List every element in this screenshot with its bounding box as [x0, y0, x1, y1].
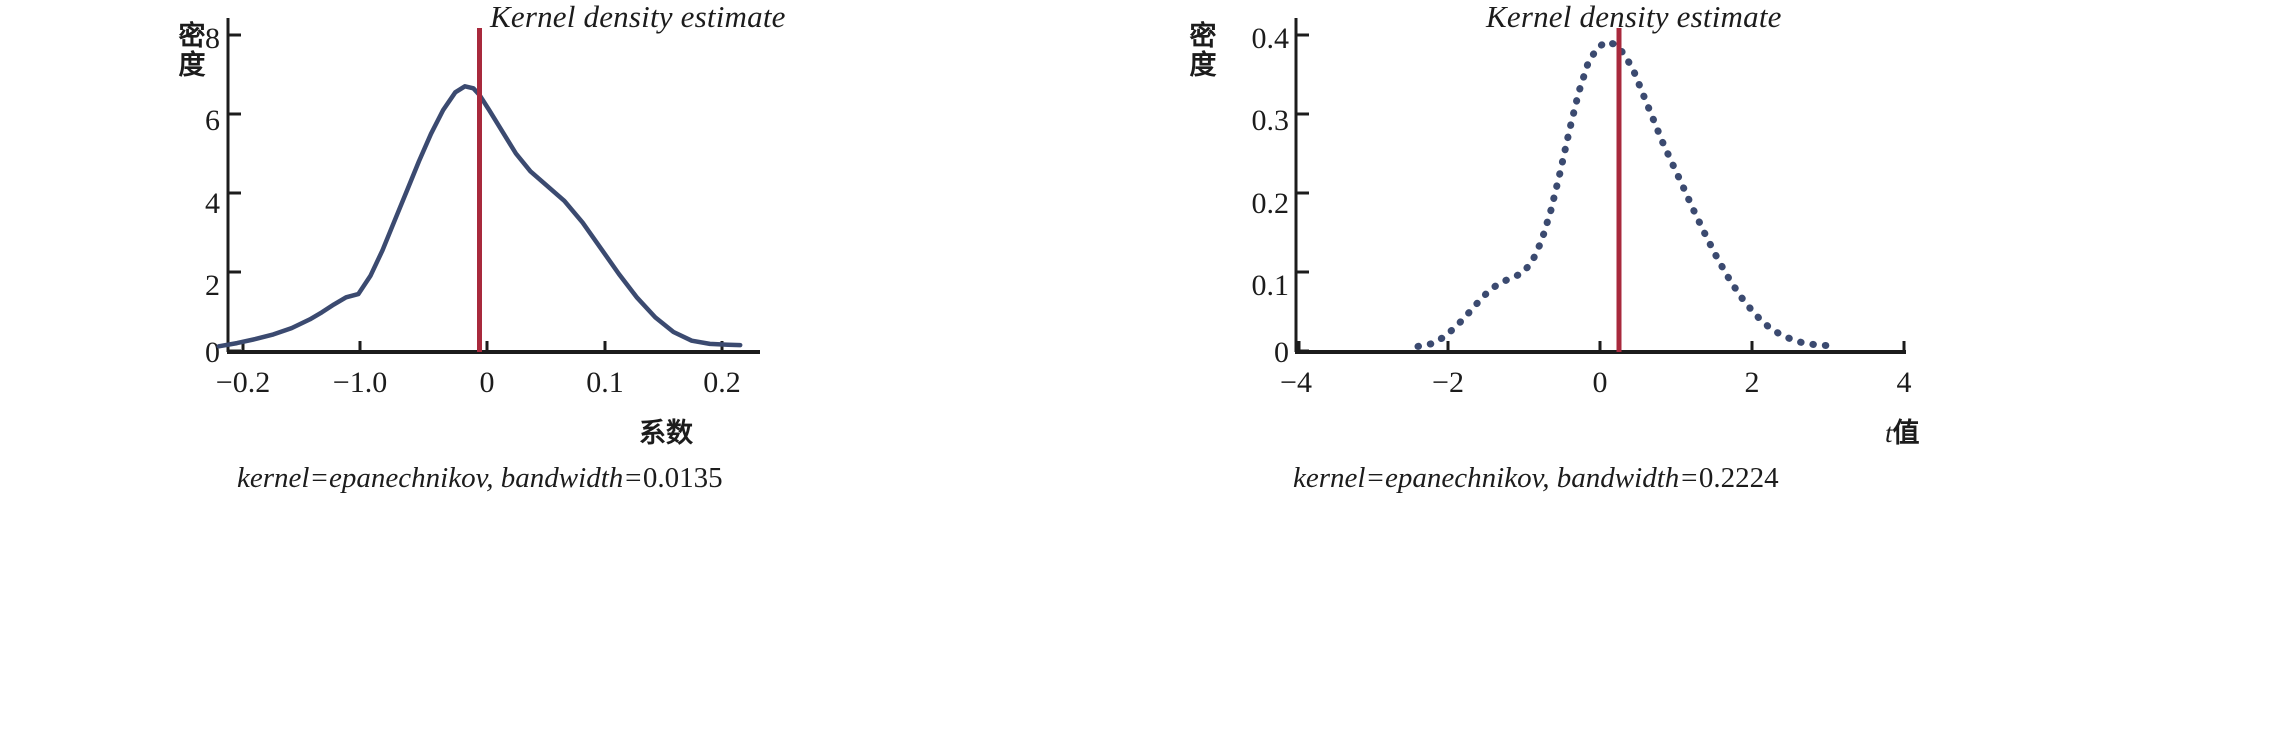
plot-area-coefficient — [216, 18, 760, 354]
x-tick-label: 0.1 — [586, 366, 624, 399]
x-tick-label: 0 — [1592, 366, 1608, 399]
plot-area-tvalue — [1294, 18, 1906, 354]
panel-tvalue-density: Kernel density estimate 密 度 0.4 0.3 0.2 … — [1141, 0, 2283, 739]
caption-kernel-text: kernel=epanechnikov, bandwidth= — [237, 462, 643, 494]
density-curve — [1414, 37, 1839, 350]
x-tick-label: 0.2 — [703, 366, 741, 399]
y-axis-label-line-1: 密 — [1189, 21, 1217, 52]
density-curve — [216, 84, 743, 349]
y-axis-ticks — [228, 33, 241, 353]
x-axis-label-prefix: t — [1885, 418, 1893, 448]
y-tick-label: 2 — [205, 269, 220, 302]
y-tick-label: 0.3 — [1251, 104, 1290, 137]
chart-caption: kernel=epanechnikov, bandwidth=0.2224 — [1293, 462, 1779, 495]
x-axis-ticks — [1297, 341, 1906, 352]
x-axis-label-text: 系数 — [639, 418, 693, 449]
x-axis-label-text: 值 — [1892, 418, 1920, 449]
chart-caption: kernel=epanechnikov, bandwidth=0.0135 — [237, 462, 723, 495]
x-tick-label: −2 — [1432, 366, 1464, 399]
y-axis-label: 密 度 — [1187, 22, 1219, 80]
y-tick-label: 0.2 — [1251, 187, 1290, 220]
y-tick-label: 0 — [1274, 336, 1289, 369]
x-axis-label: 系数 — [639, 411, 693, 450]
x-tick-label: −4 — [1280, 366, 1312, 399]
y-tick-label: 6 — [205, 104, 220, 137]
y-tick-label: 8 — [205, 22, 220, 55]
caption-kernel-text: kernel=epanechnikov, bandwidth= — [1293, 462, 1699, 494]
y-tick-label: 0.4 — [1251, 22, 1290, 55]
y-axis-label: 密 度 — [176, 22, 208, 80]
y-tick-label: 4 — [205, 187, 220, 220]
x-tick-label: −0.2 — [215, 366, 271, 399]
x-tick-label: 0 — [479, 366, 495, 399]
y-axis-ticks — [1296, 33, 1309, 353]
x-tick-label: 4 — [1896, 366, 1912, 399]
chart-title: Kernel density estimate — [490, 0, 786, 34]
x-tick-label: 2 — [1744, 366, 1760, 399]
chart-title: Kernel density estimate — [1486, 0, 1782, 34]
caption-bandwidth-value: 0.2224 — [1698, 462, 1779, 494]
y-axis-label-line-1: 密 — [178, 21, 206, 52]
caption-bandwidth-value: 0.0135 — [642, 462, 723, 494]
panel-coefficient-density: Kernel density estimate 密 度 8 6 4 2 0 −0… — [0, 0, 1141, 739]
y-axis-label-line-2: 度 — [178, 50, 206, 82]
x-tick-label: −1.0 — [332, 366, 388, 399]
y-axis-label-line-2: 度 — [1189, 50, 1217, 82]
x-axis-label: t值 — [1885, 411, 1920, 450]
y-tick-label: 0 — [205, 336, 220, 369]
y-tick-label: 0.1 — [1251, 269, 1290, 302]
